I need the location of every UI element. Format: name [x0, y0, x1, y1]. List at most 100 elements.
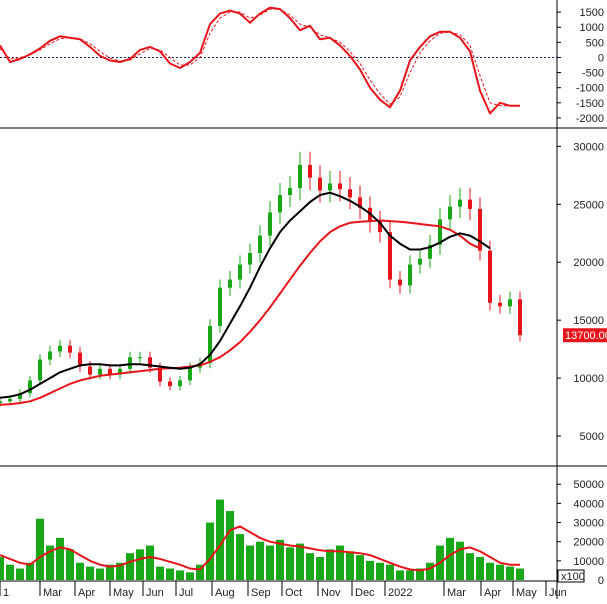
price-candle: [38, 359, 42, 381]
volume-bar: [286, 547, 294, 580]
price-candle: [58, 345, 62, 352]
price-candle: [0, 401, 2, 404]
price-y-tick-label: 10000: [573, 373, 604, 385]
price-candle: [138, 357, 142, 359]
price-candle: [268, 212, 272, 236]
price-y-tick-label: 30000: [573, 141, 604, 153]
last-price-label: 13700.00: [565, 330, 607, 342]
price-candle: [328, 183, 332, 191]
x-axis-tick-label: Sep: [251, 587, 271, 599]
volume-bar: [446, 537, 454, 580]
price-candle: [318, 177, 322, 191]
volume-bar: [426, 562, 434, 580]
volume-bar: [116, 562, 124, 580]
price-candle: [18, 393, 22, 399]
volume-bar: [406, 570, 414, 580]
volume-bar: [156, 566, 164, 580]
price-candle: [48, 351, 52, 360]
volume-y-tick-label: 40000: [573, 498, 604, 510]
volume-bar: [326, 549, 334, 580]
volume-bar: [376, 562, 384, 580]
volume-bar: [456, 541, 464, 580]
volume-bar: [336, 545, 344, 580]
price-candle: [68, 345, 72, 353]
macd-y-tick-label: 500: [586, 37, 604, 49]
volume-bar: [206, 522, 214, 580]
price-candle: [308, 164, 312, 178]
x-axis-tick-label: Aug: [215, 587, 235, 599]
price-candle: [338, 183, 342, 190]
x-axis-tick-label: Jun: [146, 587, 164, 599]
price-candle: [378, 221, 382, 233]
price-candle: [168, 381, 172, 387]
volume-bar: [186, 572, 194, 580]
price-candle: [428, 244, 432, 259]
x-axis-tick-label: May: [516, 587, 537, 599]
price-candle: [418, 258, 422, 265]
x-axis-tick-label: Oct: [285, 587, 302, 599]
price-candle: [448, 206, 452, 220]
volume-bar: [16, 568, 24, 580]
price-candle: [358, 197, 362, 208]
price-candle: [108, 368, 112, 375]
price-candle: [238, 264, 242, 280]
x-axis-tick-label: Mar: [43, 587, 62, 599]
macd-line: [0, 6, 520, 115]
volume-bar: [356, 555, 364, 580]
volume-bar: [306, 553, 314, 580]
macd-y-tick-label: -1500: [576, 98, 604, 110]
price-candle: [348, 189, 352, 198]
volume-bar: [66, 549, 74, 580]
volume-bar: [496, 564, 504, 580]
price-y-tick-label: 20000: [573, 257, 604, 269]
macd-y-tick-label: -2000: [576, 113, 604, 125]
volume-bar: [486, 562, 494, 580]
volume-bar: [256, 541, 264, 580]
volume-bar: [246, 545, 254, 580]
price-candle: [278, 195, 282, 213]
volume-bar: [136, 549, 144, 580]
volume-bar: [6, 564, 14, 580]
volume-bar: [416, 568, 424, 580]
price-candle: [508, 299, 512, 307]
macd-y-tick-label: -1000: [576, 83, 604, 95]
price-y-tick-label: 25000: [573, 199, 604, 211]
volume-bar: [476, 557, 484, 580]
price-candle: [28, 380, 32, 394]
price-candle: [8, 398, 12, 402]
price-candle: [148, 357, 152, 368]
volume-bar: [236, 534, 244, 580]
volume-bar: [26, 562, 34, 580]
x-axis-tick-label: May: [113, 587, 134, 599]
x-axis-tick-label: Jun: [549, 587, 567, 599]
price-candle: [408, 264, 412, 286]
volume-ma-line: [0, 525, 520, 572]
x-axis-tick-label: 1: [3, 587, 9, 599]
x-axis-tick-label: Dec: [355, 587, 375, 599]
volume-bar: [176, 570, 184, 580]
volume-bar: [0, 557, 4, 580]
volume-y-tick-label: 30000: [573, 518, 604, 530]
price-candle: [128, 357, 132, 369]
price-candle: [228, 279, 232, 288]
x-axis-tick-label: Mar: [447, 587, 466, 599]
price-candle: [158, 367, 162, 382]
volume-bar: [106, 564, 114, 580]
volume-bar: [386, 564, 394, 580]
x-axis-tick-label: 2022: [388, 587, 412, 599]
volume-unit-label: x100: [561, 571, 585, 583]
price-candle: [398, 279, 402, 286]
volume-bar: [146, 545, 154, 580]
macd-y-tick-label: 0: [598, 52, 604, 64]
volume-y-tick-label: 10000: [573, 556, 604, 568]
volume-bar: [266, 545, 274, 580]
volume-bar: [276, 539, 284, 580]
price-candle: [388, 232, 392, 280]
volume-bar: [226, 511, 234, 580]
macd-signal-line: [0, 8, 520, 107]
price-candle: [288, 188, 292, 196]
price-candle: [488, 250, 492, 303]
price-y-tick-label: 5000: [580, 431, 604, 443]
price-candle: [468, 199, 472, 209]
